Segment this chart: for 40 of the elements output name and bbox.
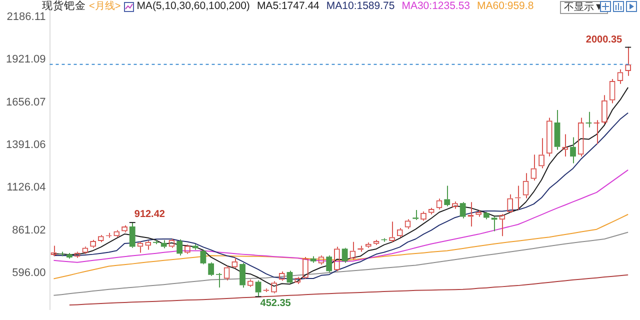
annotation: MA(5,10,30,60,100,200) — [136, 0, 250, 13]
candlestick — [483, 211, 490, 220]
candlestick — [255, 280, 262, 297]
candlestick — [310, 256, 316, 264]
candlestick — [66, 252, 72, 260]
chart-subtitle: <月线> — [89, 0, 121, 13]
y-tick-label: 861.02 — [12, 224, 46, 236]
text: MA10:1589.75 — [326, 0, 395, 13]
candlestick — [460, 202, 466, 219]
y-tick-label: 596.00 — [12, 267, 46, 280]
annotation: 452.35 — [260, 298, 292, 309]
text: MA5:1747.44 — [256, 0, 320, 13]
candlestick — [570, 136, 576, 164]
candlestick — [240, 262, 246, 288]
annotation: 2000.35 — [586, 34, 623, 46]
candlestick — [153, 240, 159, 245]
candlestick — [326, 254, 332, 273]
text: MA30:1235.53 — [402, 0, 470, 13]
candlestick — [216, 274, 222, 288]
candlestick — [554, 109, 560, 150]
candlestick — [594, 120, 600, 144]
annotation: 912.42 — [134, 208, 166, 220]
candlestick — [286, 270, 293, 284]
y-tick-label: 1921.09 — [6, 54, 46, 66]
candlestick — [160, 240, 167, 249]
chart-title: 现货钯金 — [42, 0, 86, 12]
y-tick-label: 1126.04 — [6, 182, 46, 194]
y-tick-label: 1656.07 — [6, 96, 46, 108]
y-tick-label: 1391.06 — [6, 138, 46, 151]
candlestick — [176, 238, 183, 256]
candlestick — [200, 249, 206, 265]
text: MA60:959.8 — [477, 0, 534, 13]
candlestick — [444, 185, 450, 207]
y-tick-label: 2186.11 — [6, 10, 46, 23]
candlestick — [412, 210, 419, 220]
candlestick — [129, 222, 136, 248]
candlestick — [208, 262, 214, 276]
candlestick — [491, 216, 498, 232]
candlestick — [586, 111, 592, 128]
candlestick — [58, 251, 65, 257]
